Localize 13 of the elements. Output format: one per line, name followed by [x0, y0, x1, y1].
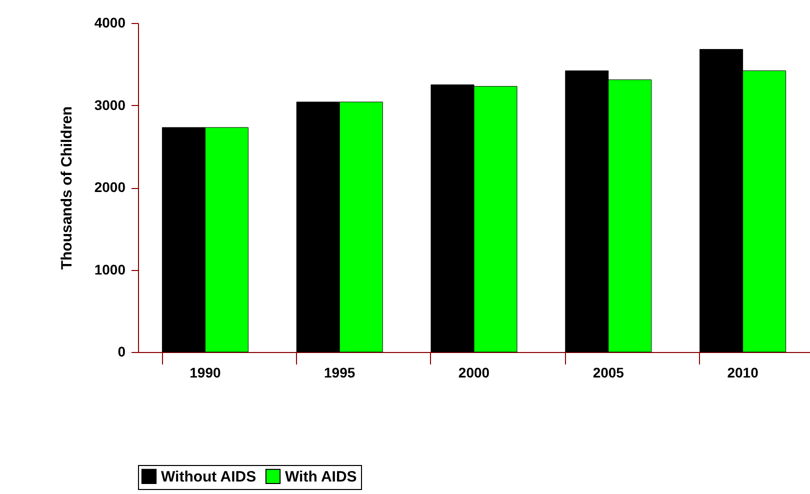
y-tick-label: 3000 — [94, 96, 126, 113]
x-tick-label: 2005 — [592, 364, 624, 380]
y-tick-label: 0 — [118, 344, 126, 360]
y-axis-title: Thousands of Children — [58, 106, 76, 270]
x-tick-label: 2000 — [458, 364, 490, 380]
y-tick-label: 4000 — [94, 14, 126, 30]
y-tick-label: 2000 — [94, 179, 126, 195]
legend-label: With AIDS — [285, 468, 357, 486]
x-tick-label: 1990 — [190, 364, 221, 380]
legend-label: Without AIDS — [161, 468, 256, 486]
x-tick-label: 2010 — [727, 364, 759, 380]
x-tick-label: 1995 — [324, 364, 356, 380]
y-tick-label: 1000 — [94, 261, 126, 278]
